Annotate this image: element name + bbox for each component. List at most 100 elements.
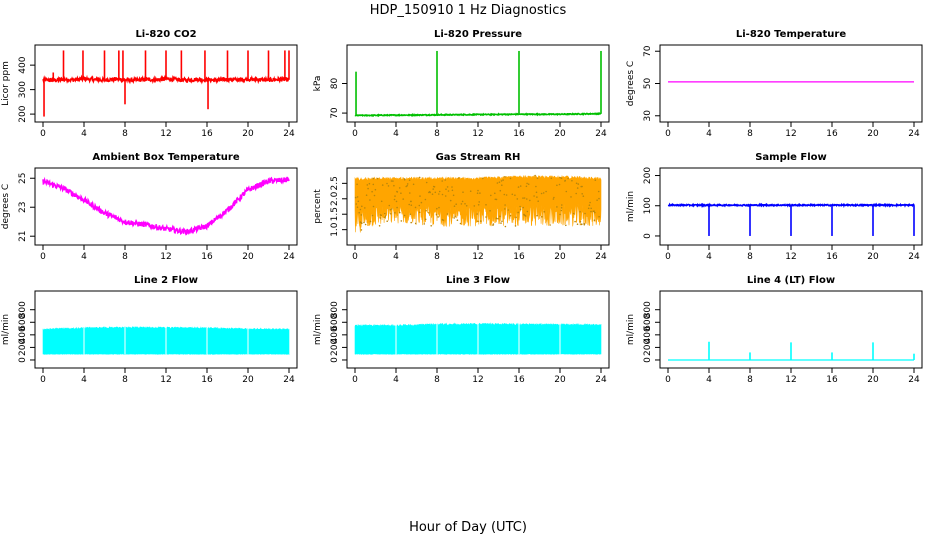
series-point: [434, 191, 437, 194]
series-point: [526, 198, 528, 200]
series-point: [459, 222, 462, 225]
x-tick-label: 24: [283, 129, 295, 139]
y-tick-label: 2.0: [330, 191, 340, 206]
series-point: [436, 207, 438, 210]
x-tick-label: 16: [201, 252, 213, 262]
series-point: [403, 178, 406, 180]
y-tick-label: 400: [643, 326, 653, 343]
series-point: [564, 179, 566, 182]
x-tick-label: 20: [554, 375, 566, 385]
y-tick-label: 800: [643, 301, 653, 318]
series-point: [408, 179, 411, 181]
series-point: [514, 225, 517, 227]
x-tick-label: 4: [81, 375, 87, 385]
series-point: [393, 184, 395, 187]
series-point: [446, 186, 449, 188]
x-tick-label: 12: [160, 129, 171, 139]
series-point: [580, 223, 583, 226]
x-tick-label: 0: [352, 375, 358, 385]
series-point: [511, 193, 514, 196]
series-point: [356, 196, 359, 198]
x-tick-label: 8: [747, 375, 753, 385]
series-point: [354, 196, 357, 199]
series-point: [359, 208, 362, 211]
x-tick-label: 20: [242, 129, 254, 139]
series-point: [412, 183, 415, 186]
series-point: [438, 193, 440, 195]
series-point: [372, 205, 375, 208]
series-point: [446, 213, 449, 215]
y-tick-label: 600: [18, 313, 28, 330]
x-tick-label: 16: [201, 375, 213, 385]
series-point: [597, 190, 600, 193]
y-tick-label: 2.5: [330, 176, 340, 190]
x-tick-label: 24: [283, 252, 295, 262]
series-point: [400, 220, 403, 222]
series-point: [360, 221, 362, 224]
series-point: [384, 215, 387, 217]
x-tick-label: 24: [908, 129, 920, 139]
x-tick-label: 4: [393, 252, 399, 262]
panel-title: Gas Stream RH: [436, 152, 521, 163]
series-point: [593, 219, 596, 221]
x-tick-label: 8: [434, 252, 440, 262]
series-point: [495, 217, 498, 220]
x-tick-label: 12: [472, 375, 483, 385]
y-tick-label: 200: [330, 339, 340, 356]
series-point: [494, 192, 496, 195]
series-point: [485, 216, 487, 218]
panel-1: Li-820 CO2 Licor ppm 0 4 8 12 16 20 24 200 300 400: [1, 29, 298, 139]
series-point: [490, 194, 492, 197]
series-point: [373, 194, 376, 197]
x-tick-label: 0: [40, 375, 46, 385]
series-point: [598, 197, 600, 200]
series-point: [522, 197, 524, 199]
y-axis-label: ml/min: [313, 314, 323, 345]
x-tick-label: 0: [352, 252, 358, 262]
x-tick-label: 8: [747, 252, 753, 262]
series-point: [451, 186, 453, 188]
series-point: [509, 214, 512, 217]
panel-title: Ambient Box Temperature: [92, 152, 239, 163]
series-point: [489, 210, 491, 212]
x-tick-label: 12: [472, 252, 483, 262]
series-point: [367, 187, 369, 190]
series-point: [590, 210, 592, 213]
x-tick-label: 20: [242, 252, 254, 262]
series-point: [590, 207, 592, 210]
series-point: [410, 200, 412, 203]
series-point: [438, 206, 440, 209]
series-point: [410, 221, 413, 224]
series-point: [476, 213, 479, 215]
series-4: [42, 176, 290, 236]
series-point: [423, 223, 426, 225]
series-point: [441, 180, 444, 182]
series-point: [565, 190, 568, 193]
plot-frame: [34, 167, 298, 246]
series-point: [402, 198, 405, 200]
series-point: [549, 224, 551, 226]
series-point: [519, 185, 522, 187]
series-point: [497, 217, 499, 220]
x-tick-label: 4: [706, 252, 712, 262]
series-point: [575, 182, 578, 185]
x-tick-label: 12: [785, 252, 796, 262]
panel-title: Sample Flow: [755, 152, 827, 163]
series-point: [583, 222, 585, 225]
series-point: [593, 210, 595, 212]
x-tick-label: 8: [434, 375, 440, 385]
series-point: [575, 192, 577, 195]
series-point: [357, 200, 360, 203]
series-point: [380, 200, 383, 203]
series-point: [515, 216, 517, 219]
y-axis-label: kPa: [313, 76, 323, 92]
series-point: [527, 183, 530, 185]
series-point: [364, 207, 366, 209]
x-tick-label: 20: [242, 375, 254, 385]
series-point: [567, 177, 569, 180]
series-point: [462, 191, 464, 193]
series-point: [498, 181, 501, 183]
series-point: [504, 176, 506, 178]
series-point: [381, 184, 384, 186]
series-point: [524, 215, 527, 217]
